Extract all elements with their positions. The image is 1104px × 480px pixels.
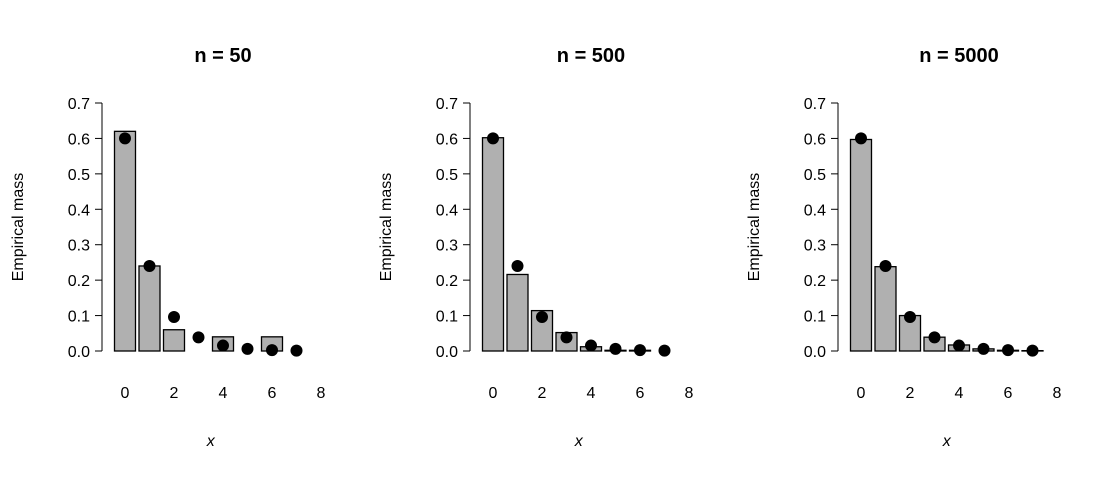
point <box>879 259 892 272</box>
point <box>217 339 229 352</box>
y-tick-label: 0.4 <box>436 202 458 219</box>
y-axis-label: Empirical mass <box>10 173 27 281</box>
point <box>511 259 524 272</box>
point <box>192 331 205 344</box>
x-tick-label: 2 <box>906 385 915 402</box>
y-tick-label: 0.0 <box>804 344 826 361</box>
x-tick-label: 2 <box>170 385 179 402</box>
bar <box>530 309 554 352</box>
x-tick-label: 2 <box>538 385 547 402</box>
y-tick-label: 0.3 <box>68 238 90 255</box>
panel-title: n = 500 <box>557 45 625 67</box>
y-tick-label: 0.1 <box>436 309 458 326</box>
x-tick-label: 6 <box>1004 385 1013 402</box>
x-axis-label: x <box>942 433 952 450</box>
y-tick-label: 0.2 <box>804 273 826 290</box>
point <box>536 310 548 323</box>
y-tick-label: 0.6 <box>804 131 826 148</box>
point <box>904 310 916 323</box>
point <box>953 339 965 352</box>
point <box>658 344 671 357</box>
bar <box>481 137 505 352</box>
x-tick-label: 8 <box>317 385 326 402</box>
x-axis-label: x <box>206 433 216 450</box>
point <box>143 259 156 272</box>
point <box>168 310 180 323</box>
point <box>560 331 573 344</box>
y-tick-label: 0.7 <box>436 96 458 113</box>
y-tick-label: 0.5 <box>436 167 458 184</box>
y-tick-label: 0.2 <box>68 273 90 290</box>
y-tick-label: 0.3 <box>436 238 458 255</box>
panel-3: n = 5000 0.0 0.1 0.2 0.3 0.4 0.5 0.6 0.7 0 2 4 6 8 x Em… <box>746 45 1062 450</box>
x-tick-label: 8 <box>685 385 694 402</box>
bar <box>162 329 186 352</box>
y-tick-label: 0.5 <box>68 167 90 184</box>
point <box>609 342 622 355</box>
point <box>119 132 131 145</box>
y-tick-label: 0.4 <box>68 202 90 219</box>
bar <box>849 138 873 352</box>
point <box>266 344 278 357</box>
point <box>634 344 646 357</box>
x-tick-label: 0 <box>857 385 866 402</box>
point <box>1002 344 1014 357</box>
y-tick-label: 0.7 <box>68 96 90 113</box>
y-axis-label: Empirical mass <box>378 173 395 281</box>
y-tick-label: 0.2 <box>436 273 458 290</box>
bar <box>138 265 161 352</box>
x-tick-label: 6 <box>268 385 277 402</box>
panel-title: n = 50 <box>194 45 251 67</box>
bar <box>113 130 137 352</box>
bar <box>506 273 529 352</box>
x-tick-label: 4 <box>955 385 964 402</box>
y-tick-label: 0.5 <box>804 167 826 184</box>
y-tick-label: 0.4 <box>804 202 826 219</box>
panel-1: n = 50 0.0 0.1 0.2 0.3 0.4 0.5 0.6 0.7 0 2 4 6 8 x Empi… <box>10 45 326 450</box>
y-tick-label: 0.6 <box>68 131 90 148</box>
point <box>928 331 941 344</box>
y-tick-label: 0.7 <box>804 96 826 113</box>
x-tick-label: 4 <box>587 385 596 402</box>
x-tick-label: 0 <box>489 385 498 402</box>
y-tick-label: 0.0 <box>436 344 458 361</box>
x-tick-label: 4 <box>219 385 228 402</box>
y-tick-label: 0.1 <box>68 309 90 326</box>
x-axis-label: x <box>574 433 584 450</box>
point <box>585 339 597 352</box>
x-tick-label: 0 <box>121 385 130 402</box>
y-tick-label: 0.1 <box>804 309 826 326</box>
x-tick-label: 6 <box>636 385 645 402</box>
point <box>977 342 990 355</box>
panel-title: n = 5000 <box>919 45 999 67</box>
bar <box>874 266 897 352</box>
y-tick-label: 0.6 <box>436 131 458 148</box>
y-tick-label: 0.3 <box>804 238 826 255</box>
point <box>290 344 303 357</box>
point <box>241 342 254 355</box>
point <box>1026 344 1039 357</box>
y-tick-label: 0.0 <box>68 344 90 361</box>
point <box>855 132 867 145</box>
y-axis-label: Empirical mass <box>746 173 763 281</box>
panel-2: n = 500 0.0 0.1 0.2 0.3 0.4 0.5 0.6 0.7 0 2 4 6 8 x Emp… <box>378 45 694 450</box>
point <box>487 132 499 145</box>
x-tick-label: 8 <box>1053 385 1062 402</box>
